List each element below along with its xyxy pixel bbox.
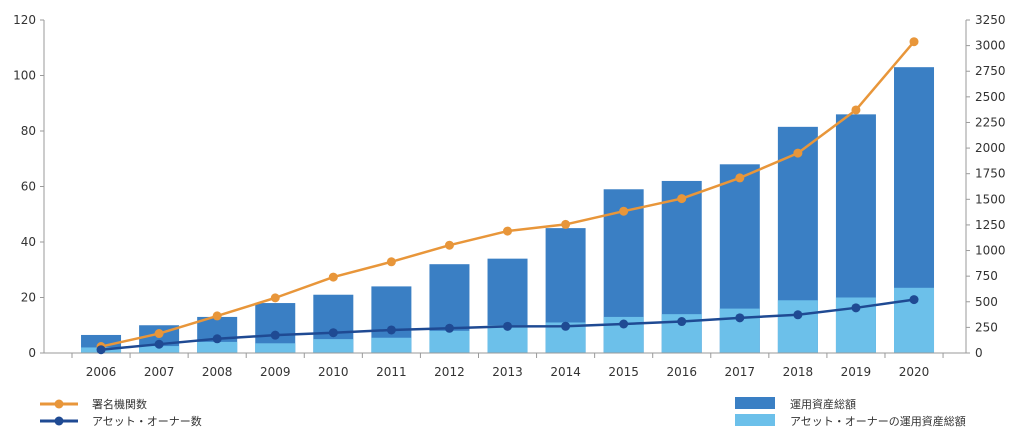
right-tick-label-3000: 3000: [975, 39, 1006, 53]
point-asset-owner-count-2010: [328, 328, 338, 338]
left-tick-label-60: 60: [21, 180, 36, 194]
point-signatories-2017: [735, 173, 745, 183]
left-tick-label-80: 80: [21, 124, 36, 138]
right-tick-label-2250: 2250: [975, 115, 1006, 129]
point-asset-owner-count-2011: [386, 325, 396, 335]
point-asset-owner-count-2012: [444, 323, 454, 333]
point-asset-owner-count-2016: [677, 317, 687, 327]
bar-asset-owner-aum-2007: [139, 346, 180, 353]
bar-asset-owner-aum-2011: [371, 337, 412, 353]
point-asset-owner-count-2006: [96, 345, 106, 355]
x-tick-label-2016: 2016: [666, 365, 697, 379]
point-asset-owner-count-2020: [909, 295, 919, 305]
x-tick-label-2011: 2011: [376, 365, 407, 379]
point-signatories-2012: [444, 240, 454, 250]
left-tick-label-100: 100: [13, 69, 36, 83]
bar-asset-owner-aum-2018: [777, 300, 818, 353]
x-tick-label-2015: 2015: [608, 365, 639, 379]
x-tick-label-2007: 2007: [144, 365, 175, 379]
right-tick-label-2750: 2750: [975, 64, 1006, 78]
legend-total-aum-label: 運用資産総額: [790, 397, 856, 411]
right-tick-label-1500: 1500: [975, 192, 1006, 206]
bar-asset-owner-aum-2009: [255, 343, 296, 353]
point-signatories-2014: [561, 219, 571, 229]
point-signatories-2018: [793, 148, 803, 158]
legend: 署名機関数 アセット・オーナー数 運用資産総額 アセット・オーナーの運用資産総額: [40, 397, 966, 428]
x-tick-label-2018: 2018: [783, 365, 814, 379]
x-tick-label-2020: 2020: [899, 365, 930, 379]
x-tick-label-2008: 2008: [202, 365, 233, 379]
left-tick-label-0: 0: [28, 346, 36, 360]
bar-asset-owner-aum-2012: [429, 330, 470, 353]
right-tick-label-2500: 2500: [975, 90, 1006, 104]
point-signatories-2019: [851, 105, 861, 115]
legend-asset-owner-aum-swatch: [735, 414, 775, 426]
point-signatories-2008: [212, 311, 222, 321]
point-asset-owner-count-2014: [561, 321, 571, 331]
point-asset-owner-count-2008: [212, 334, 222, 344]
point-signatories-2007: [154, 329, 164, 339]
legend-asset-owner-aum-label: アセット・オーナーの運用資産総額: [790, 414, 966, 428]
x-tick-label-2013: 2013: [492, 365, 523, 379]
point-signatories-2009: [270, 293, 280, 303]
right-tick-label-2000: 2000: [975, 141, 1006, 155]
right-tick-label-750: 750: [975, 269, 998, 283]
right-tick-label-0: 0: [975, 346, 983, 360]
left-tick-label-20: 20: [21, 291, 36, 305]
right-tick-label-500: 500: [975, 295, 998, 309]
x-tick-label-2006: 2006: [86, 365, 117, 379]
point-asset-owner-count-2009: [270, 330, 280, 340]
point-signatories-2016: [677, 194, 687, 204]
x-tick-label-2012: 2012: [434, 365, 465, 379]
legend-signatories-label: 署名機関数: [92, 397, 147, 411]
x-tick-label-2009: 2009: [260, 365, 291, 379]
point-asset-owner-count-2007: [154, 339, 164, 349]
legend-asset-owner-label: アセット・オーナー数: [92, 415, 202, 428]
right-tick-label-1250: 1250: [975, 218, 1006, 232]
right-tick-label-1750: 1750: [975, 167, 1006, 181]
right-tick-label-250: 250: [975, 320, 998, 334]
left-tick-label-40: 40: [21, 235, 36, 249]
legend-signatories-marker: [54, 399, 64, 409]
x-tick-label-2019: 2019: [841, 365, 872, 379]
point-signatories-2015: [619, 206, 629, 216]
legend-total-aum-swatch: [735, 397, 775, 409]
point-asset-owner-count-2017: [735, 313, 745, 323]
x-tick-label-2017: 2017: [725, 365, 756, 379]
point-signatories-2010: [328, 272, 338, 282]
point-asset-owner-count-2019: [851, 303, 861, 313]
point-signatories-2011: [386, 257, 396, 267]
bar-asset-owner-aum-2008: [197, 341, 238, 353]
point-asset-owner-count-2018: [793, 310, 803, 320]
x-tick-label-2010: 2010: [318, 365, 349, 379]
x-tick-label-2014: 2014: [550, 365, 581, 379]
bar-asset-owner-aum-2010: [313, 339, 354, 353]
left-tick-label-120: 120: [13, 13, 36, 27]
right-tick-label-3250: 3250: [975, 13, 1006, 27]
right-tick-label-1000: 1000: [975, 244, 1006, 258]
point-signatories-2013: [503, 226, 513, 236]
legend-asset-owner-marker: [54, 416, 64, 426]
point-asset-owner-count-2015: [619, 319, 629, 329]
point-signatories-2020: [909, 37, 919, 47]
point-asset-owner-count-2013: [503, 321, 513, 331]
